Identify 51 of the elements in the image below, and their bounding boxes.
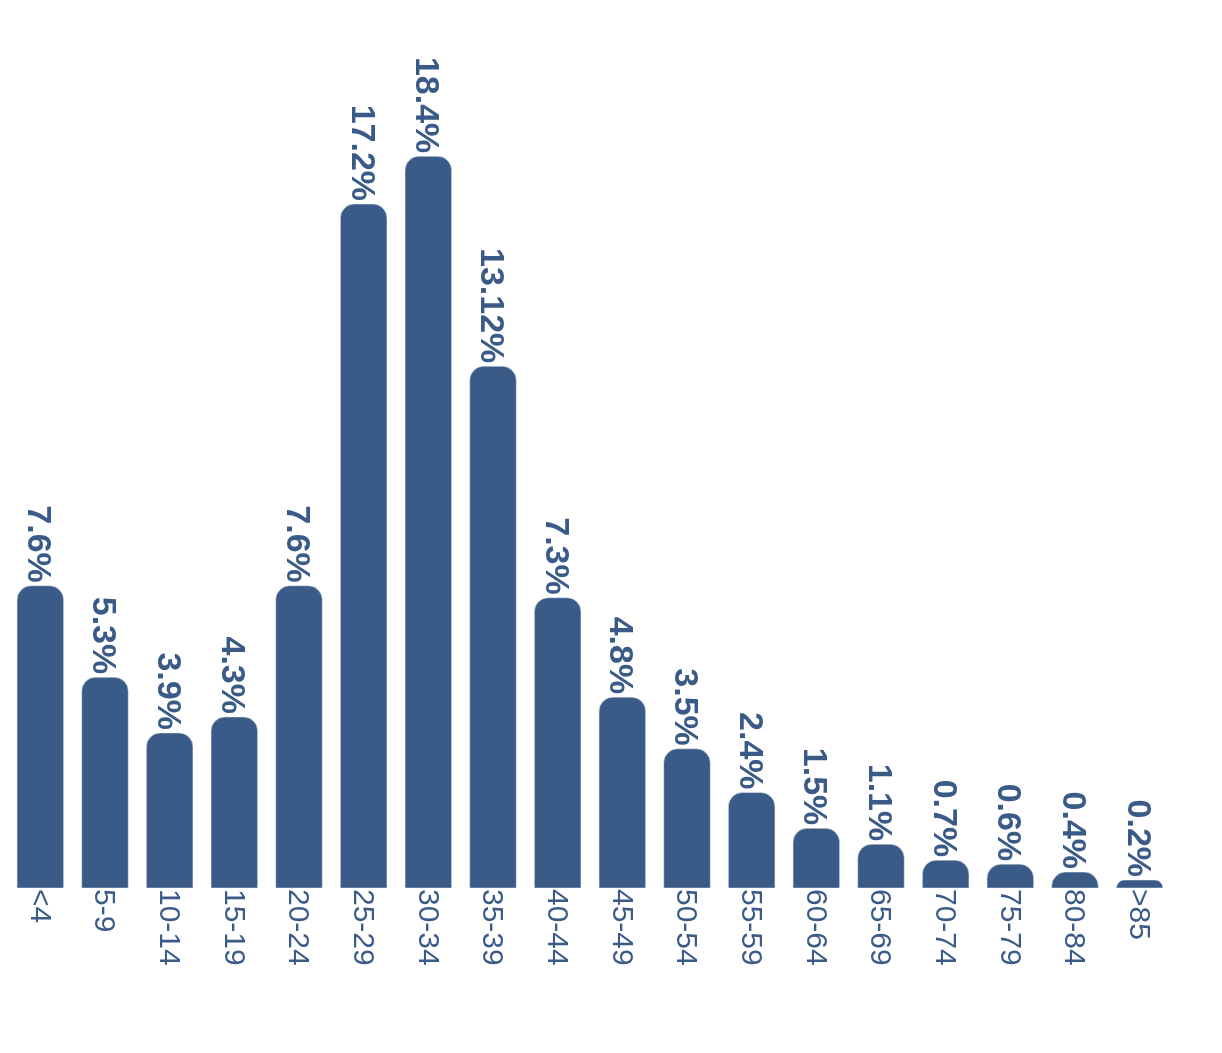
x-tick-label: 70-74 xyxy=(929,889,963,966)
data-label: 0.6% xyxy=(991,783,1030,862)
x-tick-label: 75-79 xyxy=(994,889,1028,966)
x-tick-label: 20-24 xyxy=(283,889,317,966)
data-label: 7.3% xyxy=(538,517,577,595)
x-tick-label: 5-9 xyxy=(89,889,123,933)
x-tick-label: 45-49 xyxy=(606,889,640,966)
bar xyxy=(857,844,905,888)
data-label: 1.5% xyxy=(797,747,836,826)
data-label: 1.1% xyxy=(862,763,900,842)
data-label: 4.3% xyxy=(215,636,254,715)
x-tick-label: 40-44 xyxy=(541,889,575,966)
x-tick-label: 50-54 xyxy=(671,889,705,966)
data-label: 17.2% xyxy=(344,104,383,202)
data-label: 0.7% xyxy=(926,779,965,858)
data-label: 2.4% xyxy=(732,712,771,790)
bar xyxy=(404,156,452,888)
data-label: 13.12% xyxy=(474,247,512,364)
x-tick-label: >85 xyxy=(1123,889,1157,940)
x-tick-label: 30-34 xyxy=(412,889,446,966)
data-label: 4.8% xyxy=(603,616,642,695)
data-label: 0.4% xyxy=(1056,791,1094,870)
bar xyxy=(922,859,970,888)
bar xyxy=(275,585,323,888)
bar xyxy=(534,597,582,888)
bar xyxy=(210,716,258,888)
bar xyxy=(16,585,64,888)
x-tick-label: 55-59 xyxy=(735,889,769,966)
x-tick-label: 60-64 xyxy=(800,889,834,966)
bar xyxy=(81,677,129,888)
bar xyxy=(469,366,517,888)
bar xyxy=(792,828,840,888)
x-tick-label: 65-69 xyxy=(865,889,899,966)
data-label: 5.3% xyxy=(86,596,124,675)
x-tick-label: 10-14 xyxy=(153,889,187,966)
x-tick-label: <4 xyxy=(24,889,58,924)
bar xyxy=(340,203,388,888)
data-label: 3.9% xyxy=(150,652,189,730)
x-tick-label: 15-19 xyxy=(218,889,252,966)
x-tick-label: 35-39 xyxy=(477,889,511,966)
data-label: 3.5% xyxy=(668,668,706,746)
data-label: 7.6% xyxy=(21,505,60,583)
bar xyxy=(146,732,194,888)
bar xyxy=(728,792,776,888)
data-label: 18.4% xyxy=(409,56,448,154)
data-label: 0.2% xyxy=(1120,799,1159,878)
x-tick-label: 25-29 xyxy=(347,889,381,966)
bar xyxy=(598,696,646,888)
data-label: 7.6% xyxy=(280,505,318,583)
bar xyxy=(663,748,711,888)
x-tick-label: 80-84 xyxy=(1059,889,1093,966)
